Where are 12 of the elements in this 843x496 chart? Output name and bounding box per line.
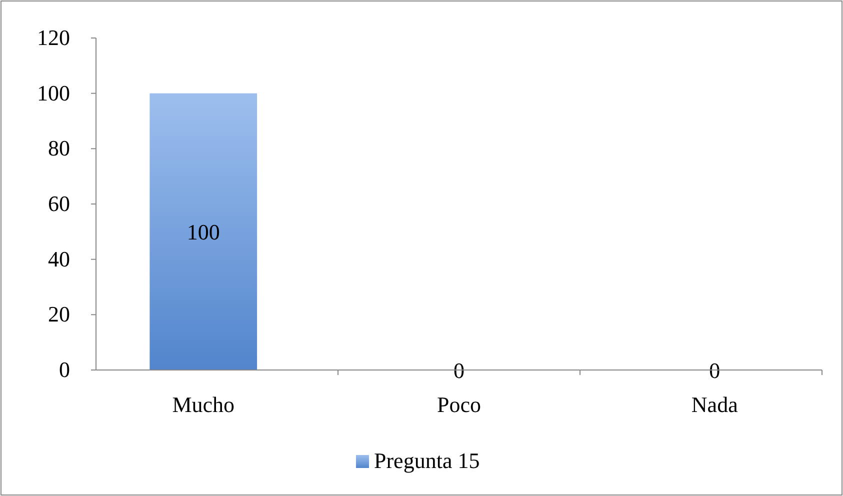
x-tick-label: Nada (691, 392, 738, 417)
y-tick-label: 20 (48, 302, 70, 327)
y-tick-label: 80 (48, 136, 70, 161)
y-tick-label: 40 (48, 246, 70, 272)
y-tick-label: 120 (37, 25, 70, 50)
y-tick-label: 60 (48, 191, 70, 216)
legend-label: Pregunta 15 (374, 448, 480, 473)
y-tick-label: 100 (37, 80, 70, 106)
x-tick-label: Poco (437, 392, 481, 417)
x-tick-label: Mucho (172, 392, 235, 417)
y-tick-label: 0 (59, 357, 70, 382)
data-label: 100 (186, 220, 220, 245)
